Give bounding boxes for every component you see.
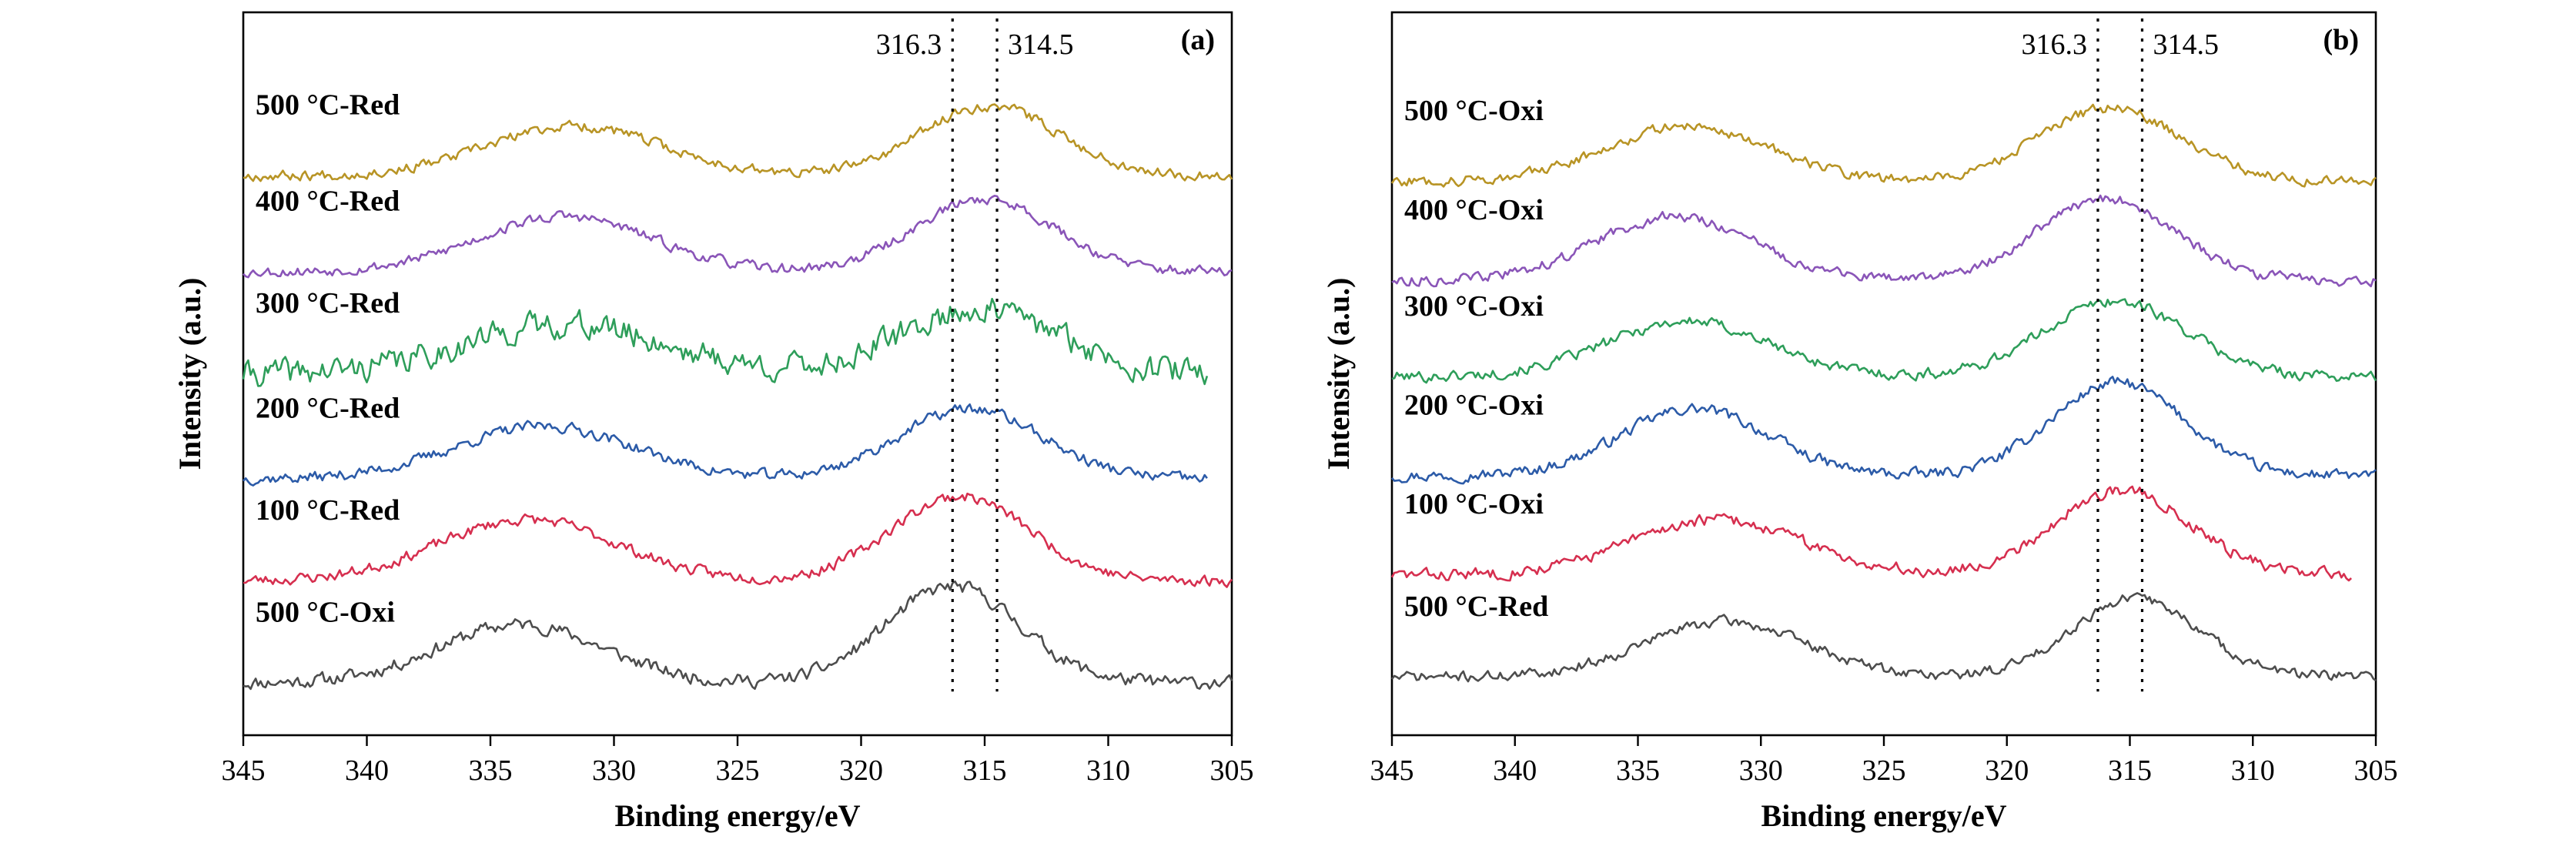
- x-tick-label: 330: [1739, 754, 1783, 787]
- y-axis-title: Intensity (a.u.): [172, 277, 207, 470]
- series-line: [243, 403, 1208, 487]
- x-tick-label: 305: [2354, 754, 2398, 787]
- x-tick-label: 335: [1616, 754, 1660, 787]
- x-tick-label: 320: [1985, 754, 2029, 787]
- series-line: [1390, 485, 2352, 582]
- series-label: 300 °C-Red: [256, 287, 400, 319]
- reference-line-label: 316.3: [876, 28, 942, 61]
- series-label: 300 °C-Oxi: [1404, 290, 1544, 323]
- series-label: 200 °C-Red: [256, 392, 400, 424]
- x-tick-label: 340: [345, 754, 389, 787]
- reference-line-label: 314.5: [2153, 28, 2219, 61]
- panel-b: 345 340 335 330 325 320 315 310 305 Binding energ…: [1321, 11, 2398, 833]
- x-tick-label: 305: [1210, 754, 1254, 787]
- series-line: [243, 195, 1233, 279]
- series-line: [242, 297, 1209, 387]
- x-tick-label: 340: [1493, 754, 1537, 787]
- series-line: [1391, 376, 2377, 485]
- panel-label: (a): [1181, 24, 1215, 56]
- series-line: [243, 580, 1233, 691]
- series-line: [1390, 592, 2377, 683]
- reference-line-label: 314.5: [1008, 28, 1074, 61]
- series-line: [243, 103, 1233, 182]
- series-line: [243, 492, 1233, 588]
- series-line: [1391, 194, 2377, 288]
- x-tick-label: 345: [1370, 754, 1414, 787]
- x-tick-label: 315: [963, 754, 1007, 787]
- x-tick-label: 335: [469, 754, 513, 787]
- panel-a: 345 340 335 330 325 320 315 310 305 Binding energ…: [172, 11, 1254, 833]
- series-label: 500 °C-Red: [1404, 590, 1548, 623]
- x-tick-label: 315: [2108, 754, 2152, 787]
- x-tick-label: 310: [1086, 754, 1130, 787]
- series-line: [1391, 298, 2377, 384]
- series-label: 100 °C-Red: [256, 494, 400, 527]
- series-label: 500 °C-Oxi: [256, 596, 395, 628]
- series-label: 100 °C-Oxi: [1404, 488, 1544, 520]
- x-tick-label: 325: [1862, 754, 1906, 787]
- y-axis-title: Intensity (a.u.): [1321, 277, 1356, 470]
- panel-label: (b): [2323, 24, 2359, 56]
- series-label: 200 °C-Oxi: [1404, 390, 1544, 422]
- series-label: 500 °C-Oxi: [1404, 95, 1544, 127]
- x-tick-label: 320: [839, 754, 883, 787]
- series-label: 400 °C-Red: [256, 185, 400, 217]
- x-tick-label: 330: [592, 754, 636, 787]
- series-line: [1390, 103, 2377, 188]
- series-label: 400 °C-Oxi: [1404, 194, 1544, 226]
- x-tick-label: 345: [222, 754, 266, 787]
- reference-line-label: 316.3: [2021, 28, 2087, 61]
- x-axis-title: Binding energy/eV: [615, 798, 861, 833]
- series-label: 500 °C-Red: [256, 89, 400, 122]
- x-tick-label: 310: [2231, 754, 2275, 787]
- x-tick-label: 325: [716, 754, 760, 787]
- x-axis-title: Binding energy/eV: [1761, 798, 2007, 833]
